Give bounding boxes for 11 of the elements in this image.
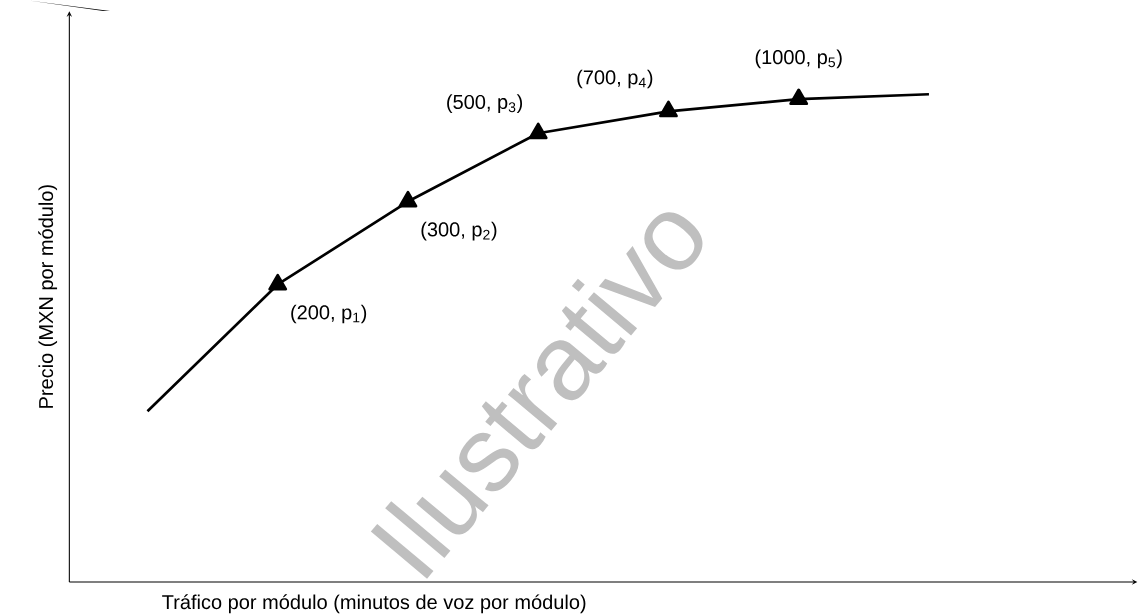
y-axis-title: Precio (MXN por módulo) xyxy=(38,185,58,408)
point xyxy=(789,88,809,106)
text: (700, p$_{4}$) xyxy=(577,69,653,89)
annotation: (200, p$_{1}$) xyxy=(291,304,367,324)
annotation: (500, p$_{3}$) xyxy=(447,94,523,113)
point xyxy=(528,122,548,140)
point xyxy=(268,273,288,291)
point xyxy=(659,100,678,118)
text: (1000, p$_{5}$) xyxy=(755,49,842,69)
point xyxy=(398,190,418,208)
x-axis-title: Tráfico por módulo (minutos de voz por módulo) xyxy=(162,594,586,614)
